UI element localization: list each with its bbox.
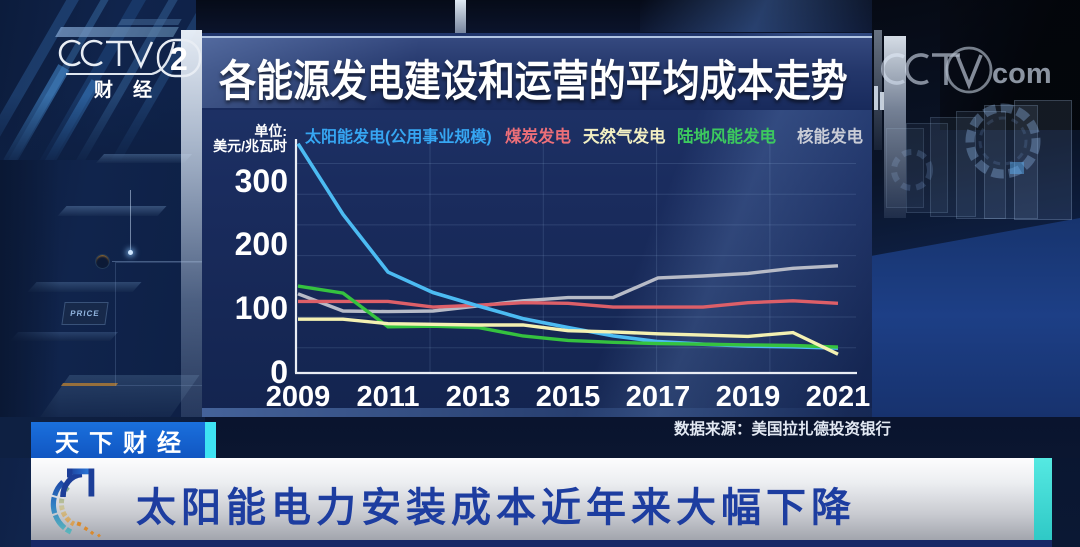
- svg-text:财经: 财经: [94, 78, 172, 101]
- svg-text:2: 2: [170, 41, 188, 77]
- svg-text:com: com: [992, 58, 1052, 90]
